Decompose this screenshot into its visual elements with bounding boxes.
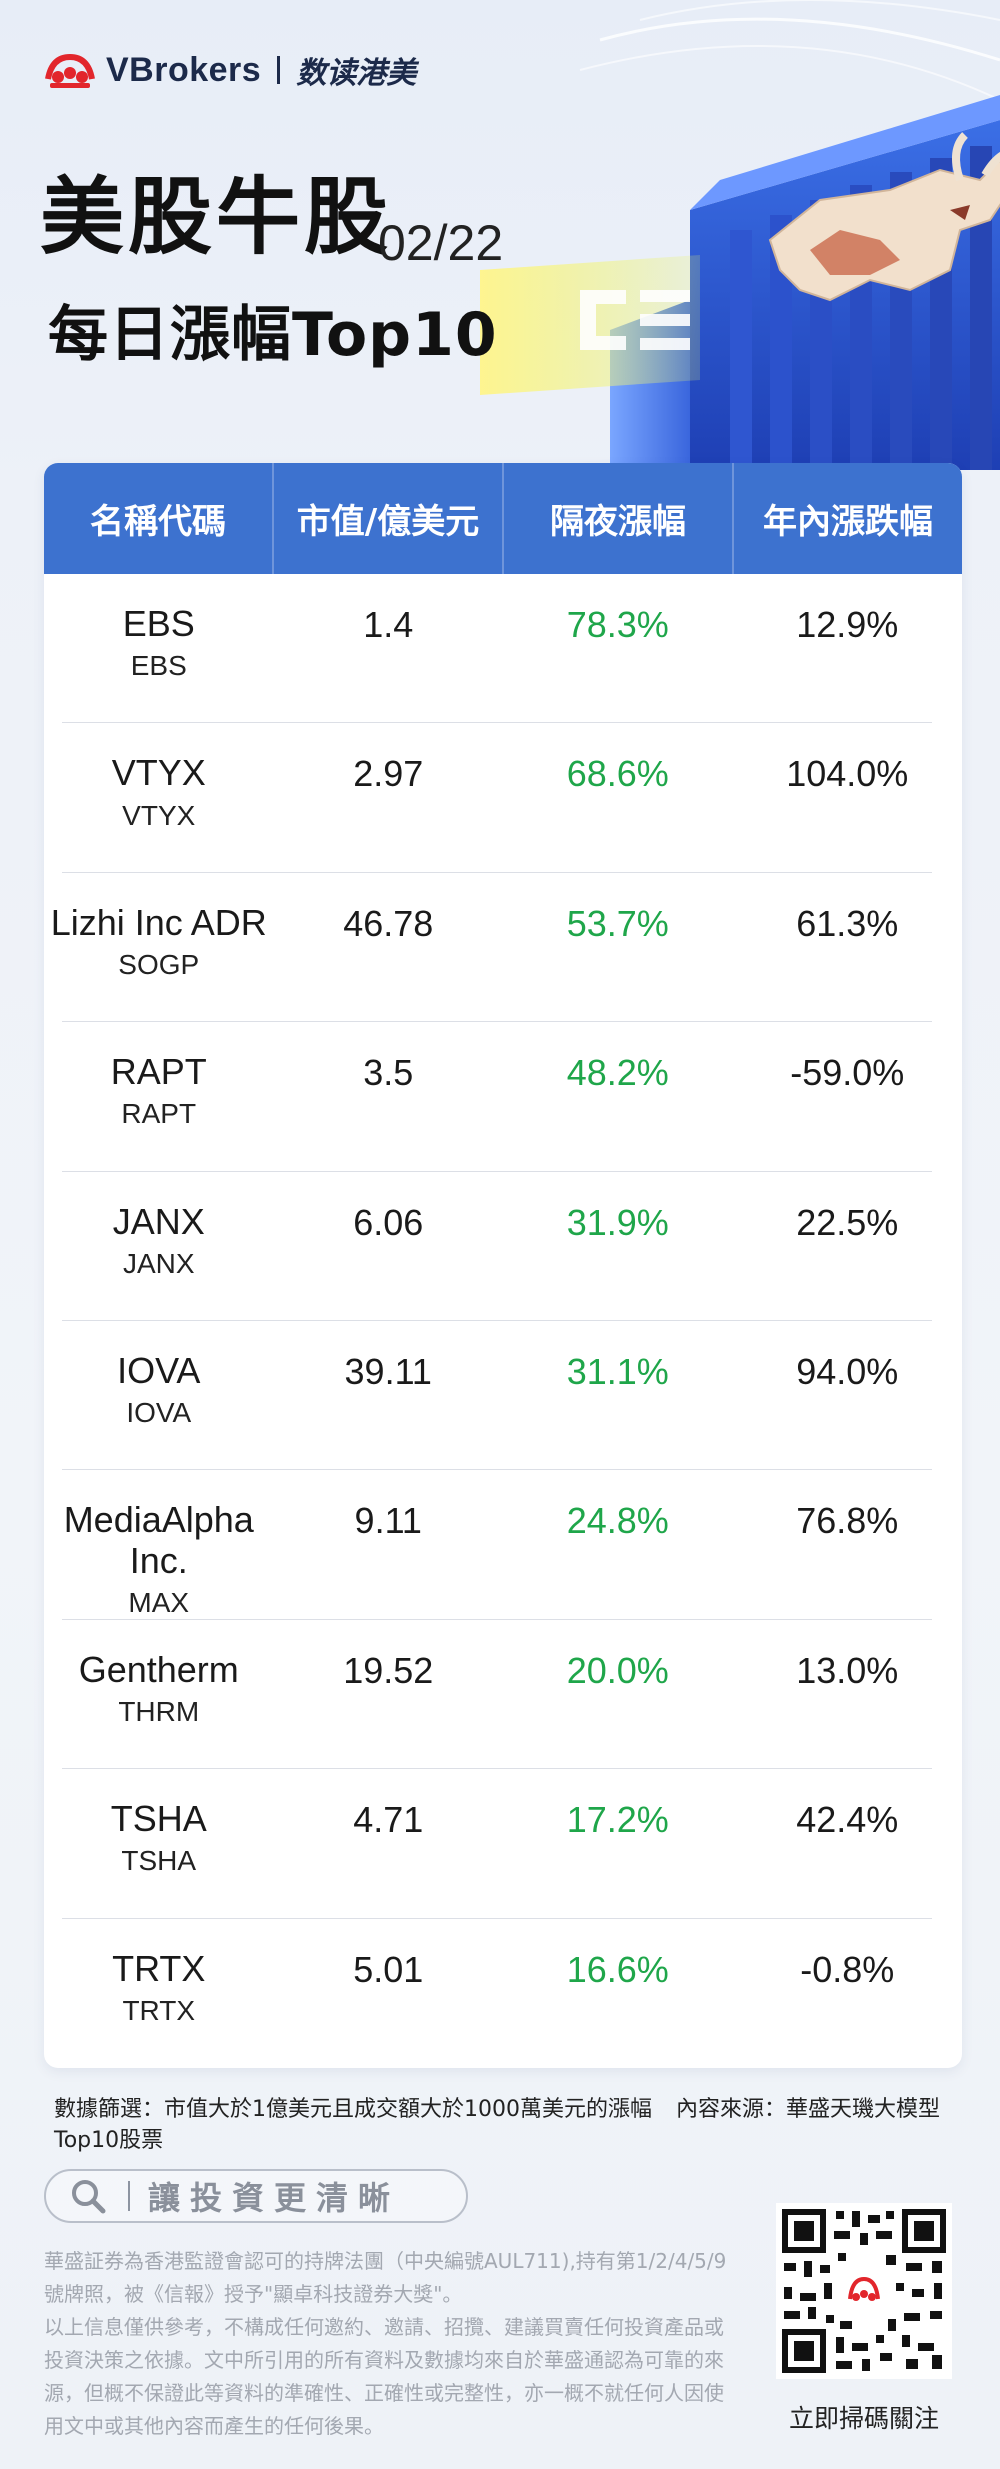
market-cap: 4.71 — [353, 1799, 424, 1841]
overnight-change: 78.3% — [566, 604, 669, 645]
stock-name: EBS — [122, 603, 195, 644]
overnight-change: 68.6% — [566, 753, 669, 795]
brand-subtitle: 数读港美 — [296, 56, 417, 91]
stock-name: TSHA — [110, 1798, 207, 1840]
ytd-change: 22.5% — [796, 1201, 899, 1243]
ytd-change: -59.0% — [790, 1052, 905, 1094]
stock-name: RAPT — [110, 1051, 207, 1093]
stock-name-cell: Lizhi Inc ADR SOGP — [44, 873, 274, 1022]
top-gainers-table: 名稱代碼 市值/億美元 隔夜漲幅 年內漲跌幅 EBS EBS 1.4 78.3%… — [44, 463, 962, 2068]
market-cap: 1.4 — [363, 604, 414, 645]
brand-header: VBrokers 数读港美 — [44, 42, 416, 98]
stock-name: Lizhi Inc ADR — [50, 901, 267, 943]
market-cap: 46.78 — [343, 902, 434, 944]
data-filter-note: 數據篩選：市值大於1億美元且成交額大於1000萬美元的漲幅Top10股票 — [54, 2097, 652, 2153]
ytd-change: 94.0% — [796, 1350, 899, 1392]
ytd-change: 76.8% — [796, 1500, 899, 1542]
search-bar-divider — [128, 2181, 130, 2211]
stock-code: TRTX — [122, 1994, 196, 2026]
table-body: EBS EBS 1.4 78.3% 12.9% VTYX VTYX 2.97 6… — [44, 574, 962, 2068]
column-header-name: 名稱代碼 — [44, 463, 274, 574]
overnight-change: 24.8% — [566, 1500, 669, 1542]
market-cap: 6.06 — [353, 1201, 424, 1243]
table-row: IOVA IOVA 39.11 31.1% 94.0% — [44, 1321, 962, 1471]
ytd-change: 104.0% — [786, 753, 909, 795]
stock-name-cell: TSHA TSHA — [44, 1769, 274, 1918]
qr-caption: 立即掃碼關注 — [788, 2404, 939, 2433]
search-icon — [72, 2180, 106, 2214]
column-header-overnight-change: 隔夜漲幅 — [504, 463, 734, 574]
ytd-change: 42.4% — [796, 1799, 899, 1841]
page-subtitle: 每日漲幅Top10 — [48, 300, 498, 370]
column-header-ytd-change: 年內漲跌幅 — [763, 502, 933, 542]
ytd-change: 12.9% — [796, 604, 899, 645]
stock-code: IOVA — [126, 1397, 192, 1429]
stock-name-cell: Gentherm THRM — [44, 1620, 274, 1769]
table-row: MediaAlpha Inc. MAX 9.11 24.8% 76.8% — [44, 1470, 962, 1621]
qr-code[interactable] — [776, 2203, 952, 2379]
page-title: 美股牛股 — [40, 168, 393, 266]
overnight-change: 16.6% — [566, 1948, 669, 1990]
column-header-market-cap: 市值/億美元 — [274, 463, 504, 574]
table-row: VTYX VTYX 2.97 68.6% 104.0% — [44, 723, 962, 874]
table-row: Gentherm THRM 19.52 20.0% 13.0% — [44, 1620, 962, 1770]
vbrokers-qr-logo-icon — [848, 2276, 880, 2301]
market-cap: 5.01 — [353, 1948, 424, 1990]
stock-name: IOVA — [117, 1349, 201, 1391]
brand-divider — [277, 56, 281, 84]
market-cap: 3.5 — [363, 1052, 414, 1094]
table-row: TRTX TRTX 5.01 16.6% -0.8% — [44, 1919, 962, 2068]
overnight-change: 31.9% — [566, 1201, 669, 1243]
table-row: RAPT RAPT 3.5 48.2% -59.0% — [44, 1022, 962, 1172]
vbrokers-logo-icon — [45, 53, 95, 88]
stock-name: MediaAlpha Inc. — [63, 1499, 254, 1581]
overnight-change: 53.7% — [566, 902, 669, 944]
slogan-text: 讓投資更清晰 — [148, 2179, 401, 2217]
report-date: 02/22 — [378, 215, 504, 271]
stock-name-cell: TRTX TRTX — [44, 1919, 274, 2068]
stock-code: SOGP — [118, 949, 200, 981]
table-header: 名稱代碼 市值/億美元 隔夜漲幅 年內漲跌幅 — [44, 463, 962, 574]
stock-name: TRTX — [112, 1947, 206, 1989]
table-row: TSHA TSHA 4.71 17.2% 42.4% — [44, 1769, 962, 1919]
stock-name: Gentherm — [78, 1648, 239, 1690]
market-cap: 2.97 — [353, 753, 424, 795]
stock-code: JANX — [122, 1247, 195, 1279]
ytd-change: 61.3% — [796, 902, 899, 944]
disclaimer-risk: 以上信息僅供參考，不構成任何邀約、邀請、招攬、建議買賣任何投資產品或投資決策之依… — [44, 2315, 724, 2438]
stock-code: TSHA — [121, 1845, 197, 1877]
market-cap: 9.11 — [354, 1500, 422, 1542]
overnight-change: 48.2% — [566, 1052, 669, 1094]
disclaimer-license: 華盛証券為香港監證會認可的持牌法團（中央編號AUL711),持有第1/2/4/5… — [44, 2249, 727, 2306]
disclaimer: 華盛証券為香港監證會認可的持牌法團（中央編號AUL711),持有第1/2/4/5… — [44, 2245, 734, 2443]
stock-code: EBS — [130, 650, 187, 682]
brand-name: VBrokers — [106, 50, 262, 89]
ytd-change: -0.8% — [800, 1948, 895, 1990]
table-row: JANX JANX 6.06 31.9% 22.5% — [44, 1172, 962, 1322]
overnight-change: 17.2% — [566, 1799, 669, 1841]
stock-name-cell: VTYX VTYX — [44, 723, 274, 872]
table-row: EBS EBS 1.4 78.3% 12.9% — [44, 574, 962, 724]
market-cap: 19.52 — [343, 1649, 434, 1691]
slogan-search-bar: 讓投資更清晰 — [44, 2169, 468, 2223]
overnight-change: 20.0% — [566, 1649, 669, 1691]
table-row: Lizhi Inc ADR SOGP 46.78 53.7% 61.3% — [44, 873, 962, 1023]
bull-market-illustration — [480, 0, 1000, 470]
stock-name-cell: RAPT RAPT — [44, 1022, 274, 1171]
stock-name: VTYX — [111, 752, 206, 794]
content-source-note: 內容來源：華盛天璣大模型 — [676, 2097, 941, 2122]
stock-code: RAPT — [121, 1098, 197, 1130]
stock-name-cell: EBS EBS — [44, 574, 274, 723]
stock-name-cell: JANX JANX — [44, 1172, 274, 1321]
ytd-change: 13.0% — [796, 1649, 899, 1691]
stock-code: VTYX — [122, 799, 196, 831]
overnight-change: 31.1% — [566, 1350, 669, 1392]
stock-name-cell: IOVA IOVA — [44, 1321, 274, 1470]
stock-name-cell: MediaAlpha Inc. MAX — [44, 1470, 274, 1619]
market-cap: 39.11 — [344, 1350, 432, 1392]
stock-code: THRM — [118, 1696, 200, 1728]
stock-name: JANX — [112, 1200, 205, 1242]
stock-code: MAX — [128, 1586, 190, 1618]
